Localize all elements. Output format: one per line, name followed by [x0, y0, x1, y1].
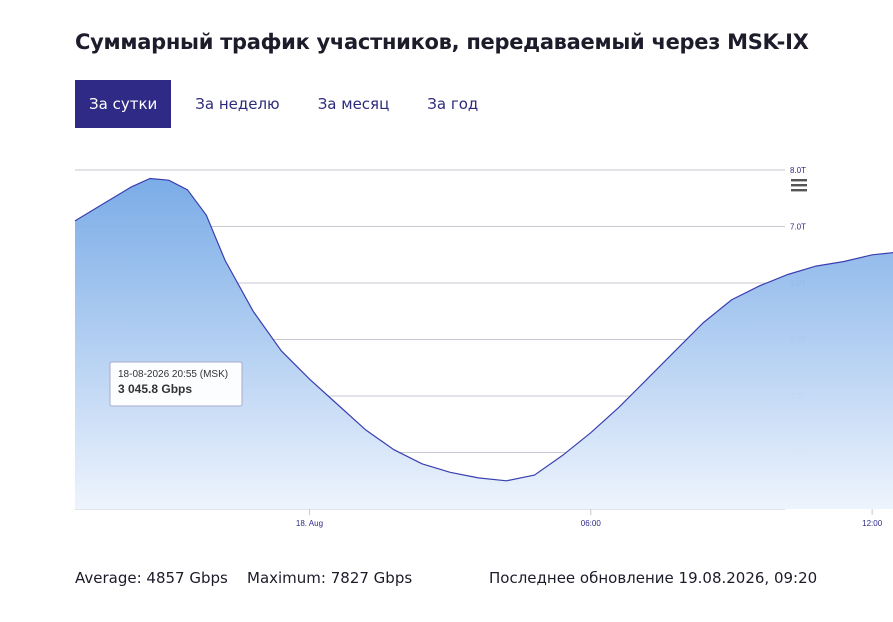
tooltip-time: 18-08-2026 20:55 (MSK) — [118, 369, 228, 380]
tab-month[interactable]: За месяц — [317, 95, 390, 113]
last-updated: Последнее обновление 19.08.2026, 09:20 — [489, 569, 818, 587]
tooltip-value: 3 045.8 Gbps — [118, 382, 192, 396]
tab-week[interactable]: За неделю — [195, 95, 280, 113]
x-tick-label: 06:00 — [581, 519, 602, 528]
x-tick-label: 18. Aug — [296, 519, 323, 528]
hamburger-menu-icon[interactable] — [787, 176, 811, 196]
period-tabs: За сутки За неделю За месяц За год — [75, 80, 502, 128]
y-tick-label: 8.0T — [790, 166, 806, 175]
average-stat: Average: 4857 Gbps — [75, 569, 228, 587]
maximum-stat: Maximum: 7827 Gbps — [247, 569, 413, 587]
page-title: Суммарный трафик участников, передаваемы… — [75, 30, 809, 54]
chart-tooltip: 18-08-2026 20:55 (MSK) 3 045.8 Gbps — [109, 361, 243, 407]
traffic-line — [74, 177, 893, 482]
tab-year[interactable]: За год — [427, 95, 479, 113]
traffic-area — [75, 178, 893, 509]
x-tick-label: 12:00 — [862, 519, 883, 528]
y-tick-label: 7.0T — [790, 223, 806, 232]
traffic-chart: 3.0T4.0T5.0T6.0T7.0T8.0T 18. Aug06:0012:… — [74, 166, 893, 528]
tab-day[interactable]: За сутки — [75, 80, 172, 128]
